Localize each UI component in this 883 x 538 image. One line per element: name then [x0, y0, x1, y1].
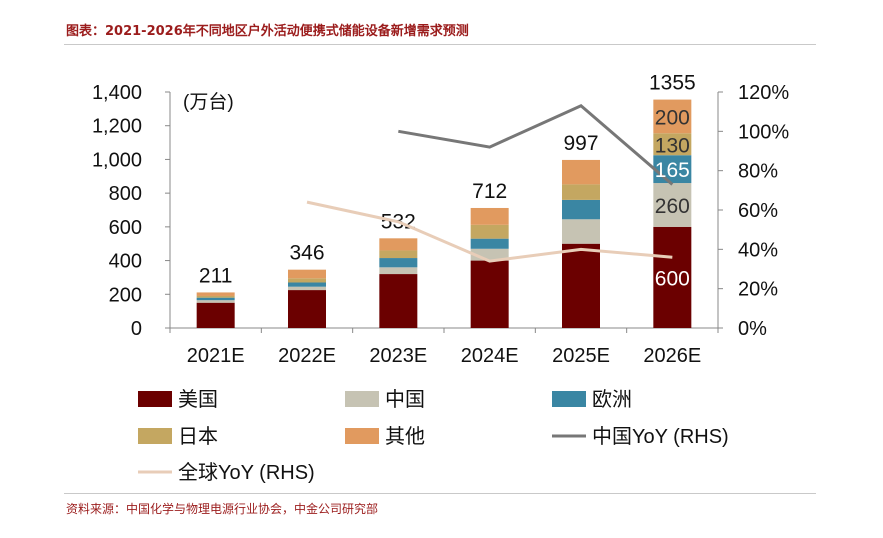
y-tick-label-right: 60%	[738, 200, 778, 222]
y-tick-label-left: 0	[131, 318, 142, 340]
bar-segment-2	[470, 238, 509, 249]
bar-segment-3	[653, 133, 692, 156]
y-tick-label-right: 40%	[738, 239, 778, 261]
y-tick-label-right: 100%	[738, 121, 789, 143]
x-tick-label: 2023E	[369, 345, 427, 367]
title-divider	[64, 44, 816, 45]
x-tick-label: 2024E	[461, 345, 519, 367]
legend-swatch	[138, 428, 172, 444]
bar-segment-2	[196, 297, 235, 301]
legend-label: 中国	[385, 388, 425, 411]
bar-segment-4	[653, 99, 692, 134]
segment-label-2026: 130	[655, 134, 690, 157]
bar-segment-4	[562, 159, 600, 185]
y-tick-label-left: 1,200	[92, 116, 142, 138]
total-label: 712	[472, 180, 507, 203]
bar-segment-4	[470, 207, 509, 225]
bar-segment-0	[653, 226, 692, 328]
legend-label: 全球YoY (RHS)	[178, 461, 315, 484]
x-tick-label: 2022E	[278, 345, 336, 367]
chart-title: 图表：2021-2026年不同地区户外活动便携式储能设备新增需求预测	[66, 24, 469, 39]
bar-segment-0	[196, 302, 235, 328]
bar-segment-1	[562, 219, 600, 244]
segment-label-2026: 200	[655, 106, 690, 129]
bar-segment-1	[653, 183, 692, 227]
bar-segment-3	[288, 278, 326, 283]
bar-segment-0	[379, 274, 418, 328]
segment-label-2026: 600	[655, 267, 690, 290]
y-tick-label-right: 20%	[738, 279, 778, 301]
legend-swatch	[138, 391, 172, 407]
segment-label-2026: 165	[655, 159, 690, 182]
legend-label: 欧洲	[592, 388, 632, 411]
bar-segment-2	[562, 199, 600, 220]
legend-label: 美国	[178, 388, 218, 411]
total-label: 997	[563, 132, 598, 155]
y-tick-label-left: 1,000	[92, 149, 142, 171]
total-label: 1355	[649, 72, 696, 95]
legend-label: 中国YoY (RHS)	[592, 425, 729, 448]
source-note: 资料来源：中国化学与物理电源行业协会，中金公司研究部	[66, 502, 379, 516]
y-tick-label-left: 400	[109, 251, 142, 273]
x-tick-label: 2026E	[643, 345, 701, 367]
legend-swatch	[345, 428, 379, 444]
legend-swatch	[552, 391, 586, 407]
bar-segment-4	[196, 292, 235, 296]
total-label: 211	[199, 264, 232, 287]
legend-label: 日本	[178, 425, 218, 448]
bar-segment-0	[562, 243, 600, 328]
bar-segment-3	[196, 295, 235, 298]
bar-segment-0	[288, 290, 326, 328]
bar-segment-2	[379, 258, 418, 268]
y-tick-label-right: 0%	[738, 318, 767, 340]
total-label: 346	[289, 242, 324, 265]
bar-segment-3	[470, 224, 509, 239]
bar-segment-2	[288, 282, 326, 287]
segment-label-2026: 260	[655, 195, 690, 218]
bar-segment-1	[470, 248, 509, 261]
y-tick-label-right: 80%	[738, 161, 778, 183]
x-tick-label: 2021E	[187, 345, 245, 367]
source-divider	[64, 493, 816, 494]
bar-segment-1	[196, 300, 235, 303]
line-series-0	[398, 104, 674, 186]
y-tick-label-right: 120%	[738, 82, 789, 104]
unit-label: (万台)	[183, 91, 234, 113]
bar-segment-3	[562, 184, 600, 200]
line-series-1	[306, 200, 673, 263]
legend-label: 其他	[385, 425, 425, 448]
bar-segment-4	[288, 269, 326, 279]
bar-segment-0	[470, 260, 509, 328]
bar-segment-1	[379, 267, 418, 275]
y-tick-label-left: 600	[109, 217, 142, 239]
y-tick-label-left: 800	[109, 183, 142, 205]
y-tick-label-left: 200	[109, 284, 142, 306]
bar-segment-1	[288, 286, 326, 291]
bar-segment-3	[379, 250, 418, 259]
legend-swatch	[345, 391, 379, 407]
bar-segment-2	[653, 155, 692, 184]
x-tick-label: 2025E	[552, 345, 610, 367]
bar-segment-4	[379, 238, 418, 251]
y-tick-label-left: 1,400	[92, 82, 142, 104]
